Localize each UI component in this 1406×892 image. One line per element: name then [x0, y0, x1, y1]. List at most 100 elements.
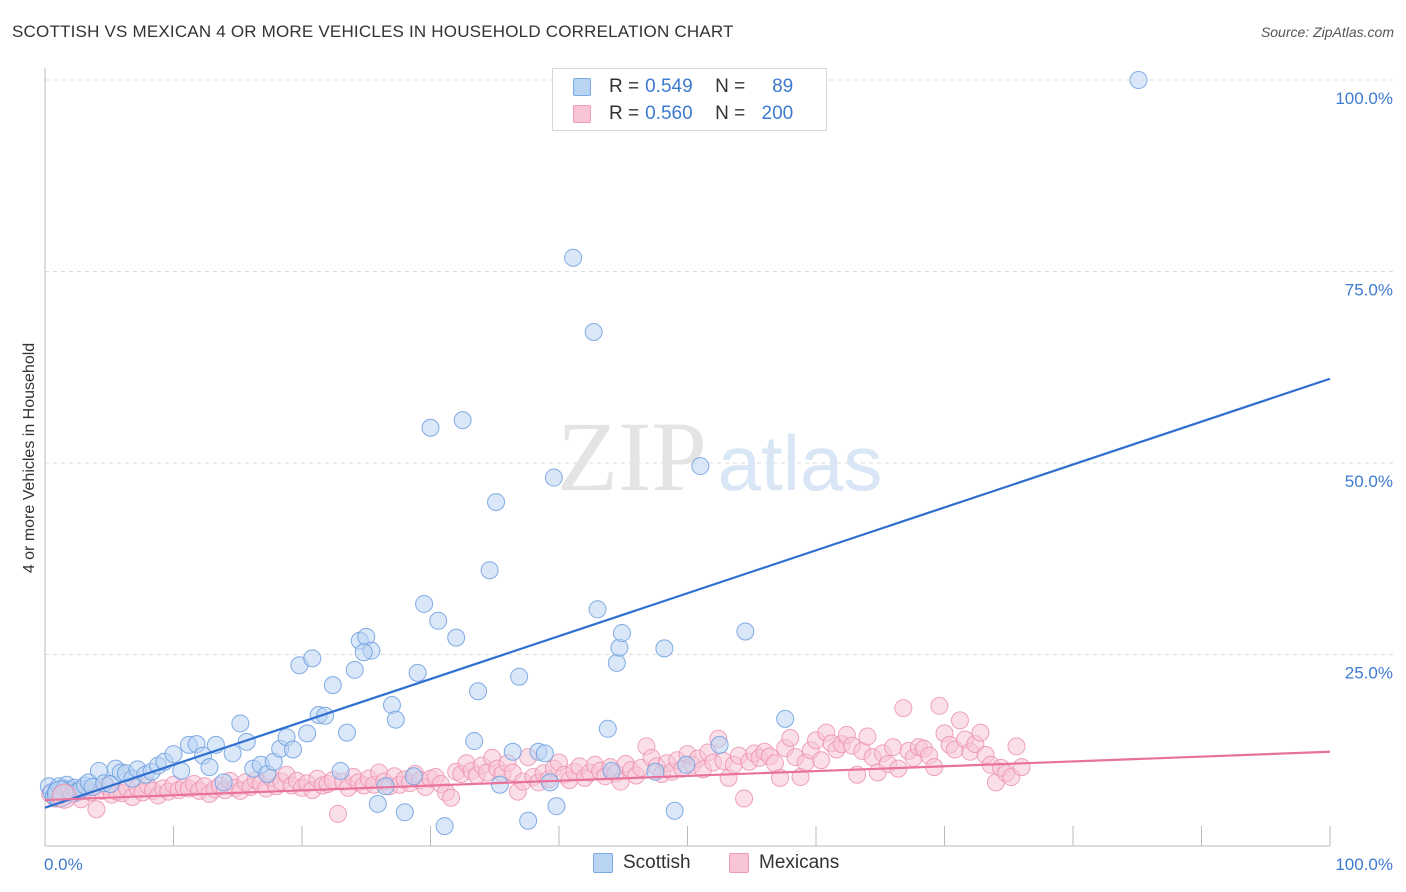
scottish-point: [776, 709, 795, 728]
source-label: Source: ZipAtlas.com: [1260, 24, 1394, 40]
scottish-legend-swatch: [593, 853, 613, 873]
y-tick-label: 100.0%: [1335, 89, 1393, 108]
y-tick-label: 50.0%: [1345, 472, 1393, 491]
watermark-atlas: atlas: [718, 419, 883, 507]
scottish-point: [415, 594, 434, 613]
legend-label-scottish: Scottish: [623, 852, 691, 873]
mexican-point: [87, 800, 106, 819]
scottish-point: [368, 794, 387, 813]
mexican-point: [1007, 737, 1026, 756]
scottish-point: [214, 773, 233, 792]
legend-row-mexicans: R = 0.560 N = 200: [573, 101, 793, 127]
series-legend: Scottish Mexicans: [0, 852, 1406, 876]
mexican-point: [950, 711, 969, 730]
scottish-point: [535, 744, 554, 763]
mexicans-swatch: [573, 105, 591, 123]
scottish-point: [541, 773, 560, 792]
n-value-scottish: 89: [772, 76, 794, 97]
legend-label-mexicans: Mexicans: [759, 852, 840, 873]
scottish-point: [284, 740, 303, 759]
mexicans-legend-swatch: [729, 853, 749, 873]
scottish-point: [665, 801, 684, 820]
scottish-point: [429, 611, 448, 630]
mexican-point: [971, 723, 990, 742]
legend-item-mexicans[interactable]: Mexicans: [729, 852, 839, 874]
scottish-point: [503, 742, 522, 761]
scottish-point: [519, 811, 538, 830]
watermark-zip: ZIP: [557, 401, 707, 512]
y-tick-label: 75.0%: [1345, 281, 1393, 300]
scottish-point: [547, 797, 566, 816]
scottish-point: [1129, 71, 1148, 89]
scottish-point: [584, 323, 603, 342]
trend-layer: [44, 377, 1331, 809]
scottish-point: [602, 761, 621, 780]
scottish-point: [465, 732, 484, 751]
legend-item-scottish[interactable]: Scottish: [593, 852, 691, 874]
scottish-point: [612, 624, 631, 643]
scottish-point: [435, 817, 454, 836]
scottish-point: [354, 643, 373, 662]
scottish-point: [231, 714, 250, 733]
scottish-point: [691, 457, 710, 476]
scottish-point: [487, 493, 506, 512]
scottish-point: [395, 803, 414, 822]
scottish-point: [386, 710, 405, 729]
scottish-point: [337, 723, 356, 742]
y-tick-label: 25.0%: [1345, 664, 1393, 683]
scottish-point: [200, 758, 219, 777]
x-tick-label-max: 100.0%: [1335, 855, 1393, 874]
scottish-point: [480, 561, 499, 580]
r-value-scottish: 0.549: [645, 76, 693, 97]
mexican-point: [884, 738, 903, 757]
scottish-point: [237, 732, 256, 751]
scottish-point: [564, 248, 583, 267]
scottish-point: [510, 667, 529, 686]
scottish-point: [710, 735, 729, 754]
scottish-point: [453, 411, 472, 430]
mexican-point: [781, 728, 800, 747]
scottish-point: [598, 719, 617, 738]
scottish-point: [607, 653, 626, 672]
x-tick-label-min: 0.0%: [44, 855, 83, 874]
mexican-point: [328, 804, 347, 823]
r-value-mexicans: 0.560: [645, 103, 693, 124]
mexican-point: [442, 788, 461, 807]
mexican-point: [735, 789, 754, 808]
scottish-point: [677, 755, 696, 774]
scottish-point: [345, 660, 364, 679]
r-label: R =: [609, 103, 640, 124]
ticklabel-layer: 25.0% 50.0% 75.0% 100.0% 0.0% 100.0%: [44, 89, 1393, 874]
scottish-point: [298, 724, 317, 743]
scottish-point: [447, 628, 466, 647]
legend-row-scottish: R = 0.549 N = 89: [573, 74, 793, 100]
n-value-mexicans: 200: [761, 103, 794, 124]
scottish-point: [655, 639, 674, 658]
scottish-point: [164, 745, 183, 764]
scottish-point: [544, 468, 563, 487]
r-label: R =: [609, 76, 640, 97]
mexican-point: [894, 699, 913, 718]
points-layer: [39, 71, 1148, 836]
chart-title: SCOTTISH VS MEXICAN 4 OR MORE VEHICLES I…: [12, 22, 734, 41]
n-label: N =: [715, 103, 746, 124]
scottish-point: [404, 767, 423, 786]
scottish-point: [421, 418, 440, 437]
mexican-point: [812, 751, 831, 770]
scottish-point: [323, 676, 342, 695]
scottish-point: [490, 775, 509, 794]
n-label: N =: [715, 76, 746, 97]
scottish-point: [588, 600, 607, 619]
scottish-point: [331, 761, 350, 780]
scottish-point: [408, 663, 427, 682]
axes-layer: [44, 68, 1331, 847]
scottish-point: [316, 706, 335, 725]
scottish-point: [469, 682, 488, 701]
stats-legend: R = 0.549 N = 89 R = 0.560 N = 200: [552, 68, 827, 131]
mexican-trend-line: [44, 750, 1331, 802]
scottish-point: [736, 622, 755, 641]
mexican-point: [858, 727, 877, 746]
mexican-point: [1012, 758, 1031, 777]
scottish-trend-line: [44, 377, 1331, 809]
